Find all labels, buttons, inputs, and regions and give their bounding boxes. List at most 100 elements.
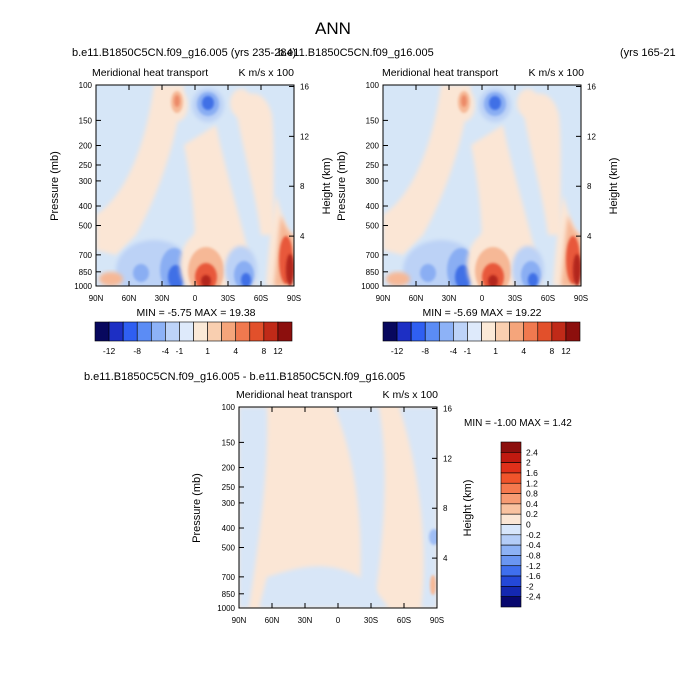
colorbar-swatch (396, 321, 412, 342)
y-tick-label: 500 (79, 221, 93, 230)
colorbar-label: 8 (261, 346, 266, 356)
contour-region-negative (259, 566, 389, 608)
y2-axis-title: Height (km) (462, 480, 474, 537)
heatmap-field (383, 85, 581, 286)
contour-region-negative (455, 265, 471, 286)
y-tick-label: 250 (366, 161, 380, 170)
x-tick-label: 90S (574, 294, 588, 303)
colorbar-swatch (249, 321, 265, 342)
x-tick-label: 30S (508, 294, 522, 303)
colorbar-swatch (424, 321, 440, 342)
case-title: b.e11.B1850C5CN.f09_g16.005 - b.e11.B185… (84, 371, 405, 383)
panel-top-left: b.e11.B1850C5CN.f09_g16.005 (yrs 235-284… (49, 47, 333, 356)
colorbar-swatch (410, 321, 426, 342)
panel-difference: b.e11.B1850C5CN.f09_g16.005 - b.e11.B185… (84, 371, 572, 625)
case-years: (yrs 165-21 (620, 47, 676, 59)
contour-region-negative (168, 265, 184, 286)
contour-region-positive (383, 85, 471, 255)
x-tick-label: 90S (287, 294, 301, 303)
panel-units: K m/s x 100 (529, 67, 585, 79)
contour-region-positive (195, 263, 217, 286)
colorbar-swatch (500, 462, 522, 474)
figure-title: ANN (315, 19, 351, 38)
panel-subtitle: Meridional heat transport (382, 67, 498, 79)
x-tick-label: 0 (480, 294, 485, 303)
contour-region-positive (461, 95, 467, 107)
colorbar-label: 1 (205, 346, 210, 356)
contour-region-positive (482, 263, 504, 286)
colorbar-swatch (500, 586, 522, 597)
x-tick-label: 90S (430, 616, 444, 625)
contour-region-negative (133, 264, 149, 282)
colorbar-swatch (500, 493, 522, 505)
y-tick-label: 1000 (217, 604, 235, 613)
contour-region-positive (573, 254, 581, 286)
y2-tick-label: 4 (300, 232, 305, 241)
colorbar-swatch (500, 565, 522, 577)
colorbar-swatch (207, 321, 222, 342)
colorbar-swatch (509, 321, 525, 342)
y-tick-label: 100 (79, 81, 93, 90)
colorbar-swatch (382, 321, 398, 342)
x-tick-label: 60N (409, 294, 424, 303)
panel-units: K m/s x 100 (383, 389, 439, 401)
colorbar-swatch (235, 321, 251, 342)
colorbar-swatch (500, 503, 522, 515)
colorbar-label: -2.4 (526, 592, 541, 602)
y-tick-label: 250 (222, 483, 236, 492)
colorbar-label: 0.2 (526, 509, 538, 519)
colorbar-label: 0.4 (526, 499, 538, 509)
colorbar-swatch (565, 321, 581, 342)
colorbar-swatch (122, 321, 138, 342)
x-tick-label: 90N (232, 616, 247, 625)
x-tick-label: 60N (265, 616, 280, 625)
colorbar-swatch (500, 524, 522, 536)
colorbar-label: -8 (421, 346, 429, 356)
colorbar-label: -0.2 (526, 530, 541, 540)
colorbar-swatch (453, 321, 468, 342)
colorbar-swatch (179, 321, 194, 342)
contour-region-negative (202, 96, 214, 110)
y2-tick-label: 4 (587, 232, 592, 241)
y-tick-label: 100 (366, 81, 380, 90)
contour-region-positive (488, 275, 498, 286)
y-tick-label: 1000 (361, 282, 379, 291)
colorbar-swatch (500, 482, 522, 494)
y-tick-label: 150 (79, 116, 93, 125)
contour-region-positive (286, 254, 294, 286)
x-tick-label: 60S (397, 616, 411, 625)
x-tick-label: 30N (298, 616, 313, 625)
colorbar-swatch (500, 441, 522, 453)
x-tick-label: 30S (221, 294, 235, 303)
x-tick-label: 60N (122, 294, 137, 303)
colorbar-label: -4 (162, 346, 170, 356)
x-tick-label: 90N (376, 294, 391, 303)
y-tick-label: 850 (222, 590, 236, 599)
contour-region-negative (334, 407, 385, 608)
case-title: b.e11.B1850C5CN.f09_g16.005 (278, 47, 434, 59)
contour-region-positive (99, 272, 123, 286)
x-tick-label: 60S (541, 294, 555, 303)
contour-region-positive (386, 272, 410, 286)
contour-region-negative (429, 529, 437, 545)
colorbar-label: 12 (273, 346, 283, 356)
colorbar-label: 4 (521, 346, 526, 356)
x-tick-label: 30N (155, 294, 170, 303)
colorbar-swatch (500, 452, 522, 463)
y-tick-label: 150 (222, 438, 236, 447)
x-tick-label: 60S (254, 294, 268, 303)
colorbar-label: -4 (450, 346, 458, 356)
colorbar-label: 4 (233, 346, 238, 356)
contour-region-negative (399, 407, 437, 608)
heatmap-field (96, 85, 294, 286)
colorbar-label: 1 (493, 346, 498, 356)
y-tick-label: 300 (366, 177, 380, 186)
contour-region-positive (201, 275, 211, 286)
colorbar-swatch (500, 555, 522, 567)
y-tick-label: 400 (222, 524, 236, 533)
colorbar-swatch (500, 544, 522, 556)
colorbar-swatch (500, 534, 522, 546)
panel-subtitle: Meridional heat transport (92, 67, 208, 79)
colorbar-label: -8 (133, 346, 141, 356)
